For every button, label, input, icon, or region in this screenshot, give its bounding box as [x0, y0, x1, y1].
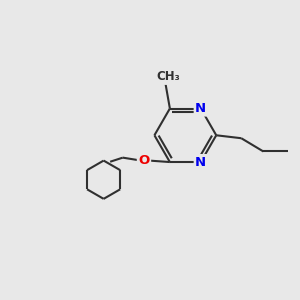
Text: N: N — [195, 156, 206, 169]
Text: O: O — [138, 154, 150, 167]
Text: CH₃: CH₃ — [157, 70, 180, 83]
Text: N: N — [195, 102, 206, 115]
